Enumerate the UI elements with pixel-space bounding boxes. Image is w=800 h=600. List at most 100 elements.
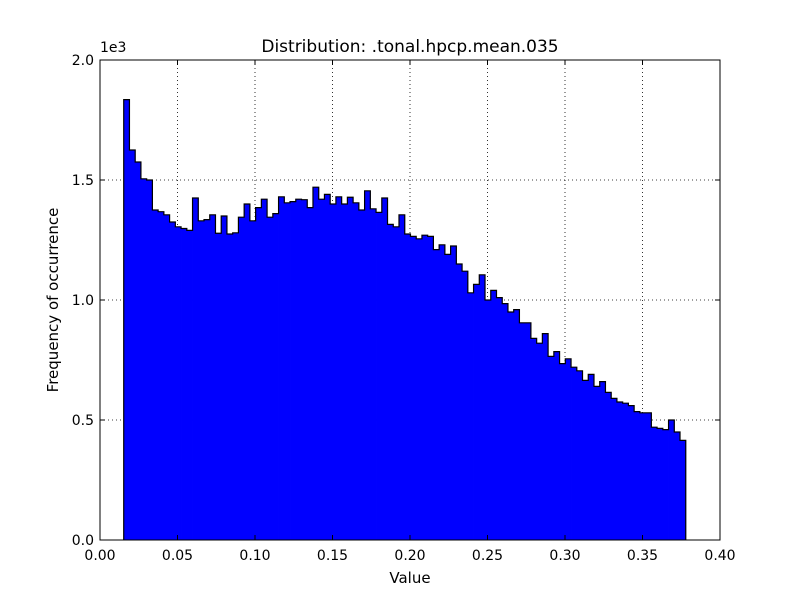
y-tick-label: 1.5 <box>72 173 94 189</box>
histogram-bar <box>416 238 423 541</box>
histogram-bar <box>588 374 595 540</box>
histogram-bar <box>318 199 325 540</box>
histogram-bar <box>674 432 681 540</box>
histogram-bar <box>507 312 515 540</box>
histogram-bar <box>272 213 279 540</box>
histogram-bar <box>393 226 400 541</box>
histogram-bar <box>398 214 406 541</box>
histogram-bar <box>421 235 429 540</box>
histogram-bar <box>175 226 182 541</box>
histogram-bar <box>439 244 446 541</box>
histogram-bar <box>290 201 297 540</box>
histogram-bar <box>548 356 555 540</box>
histogram-bar <box>364 190 371 541</box>
histogram-bar <box>593 386 601 540</box>
y-offset-label: 1e3 <box>100 40 126 56</box>
histogram-bar <box>267 217 274 540</box>
histogram-bar <box>152 210 159 540</box>
histogram-bar <box>605 392 612 540</box>
histogram-bar <box>467 292 474 540</box>
histogram-bar <box>347 197 354 540</box>
histogram-bar <box>559 363 566 540</box>
histogram-bar <box>307 207 314 540</box>
histogram-bar <box>324 194 331 540</box>
histogram-bar <box>536 343 543 540</box>
histogram-bar <box>622 403 629 540</box>
chart-title: Distribution: .tonal.hpcp.mean.035 <box>261 37 558 57</box>
histogram-bar <box>519 322 526 540</box>
histogram-bar <box>186 230 193 540</box>
histogram-bar <box>427 236 434 540</box>
histogram-bar <box>456 264 463 540</box>
histogram-bar <box>662 429 669 540</box>
histogram-bar <box>129 150 136 540</box>
histogram-bar <box>479 274 486 540</box>
histogram-bar <box>330 204 337 540</box>
histogram-bar <box>370 208 377 541</box>
histogram-bar <box>553 351 560 540</box>
x-tick-label: 0.20 <box>394 548 425 564</box>
histogram-bar <box>278 196 285 541</box>
histogram-bar <box>226 234 234 540</box>
histogram-bar <box>450 246 457 540</box>
histogram-bar <box>209 214 216 541</box>
histogram-bar <box>198 220 205 541</box>
x-tick-label: 0.15 <box>317 548 348 564</box>
histogram-bar <box>341 204 348 540</box>
histogram-bar <box>135 162 142 540</box>
histogram-bar <box>284 202 291 541</box>
histogram-bar <box>657 428 664 540</box>
x-tick-label: 0.05 <box>162 548 193 564</box>
histogram-bar <box>473 284 480 540</box>
histogram-bar <box>525 322 532 540</box>
histogram-bar <box>410 236 417 540</box>
histogram-bar <box>181 228 188 541</box>
histogram-bar <box>404 234 411 540</box>
histogram-bar <box>639 412 646 540</box>
histogram-bar <box>204 219 211 540</box>
histogram-bar <box>530 338 538 540</box>
x-tick-label: 0.10 <box>239 548 270 564</box>
histogram-bar <box>616 402 624 540</box>
histogram-bar <box>628 405 635 540</box>
histogram-bar <box>312 187 320 540</box>
histogram-bar <box>146 180 153 540</box>
histogram-bar <box>249 220 257 541</box>
x-axis-label: Value <box>389 569 430 587</box>
y-tick-label: 1.0 <box>72 293 94 309</box>
histogram-bar <box>582 380 589 540</box>
histogram-bar <box>651 427 658 540</box>
histogram-bar <box>490 290 497 540</box>
histogram-bar <box>576 370 583 540</box>
histogram-bar <box>353 202 360 541</box>
histogram-bar <box>444 254 452 540</box>
histogram-bar <box>599 381 606 540</box>
histogram-bar <box>668 420 675 540</box>
x-tick-label: 0.25 <box>472 548 503 564</box>
y-tick-label: 0.5 <box>72 413 94 429</box>
histogram-bar <box>611 398 618 540</box>
histogram-bar <box>387 224 394 540</box>
x-tick-label: 0.40 <box>704 548 735 564</box>
x-tick-label: 0.00 <box>84 548 115 564</box>
x-tick-label: 0.35 <box>627 548 658 564</box>
histogram-bar <box>123 99 130 540</box>
histogram-bar <box>301 199 308 540</box>
histogram-bar <box>261 199 268 540</box>
histogram-bar <box>158 211 165 540</box>
histogram-bar <box>680 440 687 540</box>
histogram-bar <box>502 303 509 540</box>
histogram-bar <box>358 210 365 540</box>
y-axis-label: Frequency of occurrence <box>44 208 62 393</box>
histogram-bars <box>123 99 687 541</box>
histogram-bar <box>433 249 440 540</box>
x-tick-labels: 0.00 0.05 0.10 0.15 0.20 0.25 0.30 0.35 0.40 <box>84 548 735 564</box>
axis-ticks <box>99 59 721 541</box>
y-tick-label: 2.0 <box>72 53 94 69</box>
histogram-bar <box>542 333 549 540</box>
histogram-bar <box>645 412 652 540</box>
x-tick-label: 0.30 <box>549 548 580 564</box>
histogram-bar <box>485 300 492 540</box>
histogram-bar <box>376 212 383 540</box>
